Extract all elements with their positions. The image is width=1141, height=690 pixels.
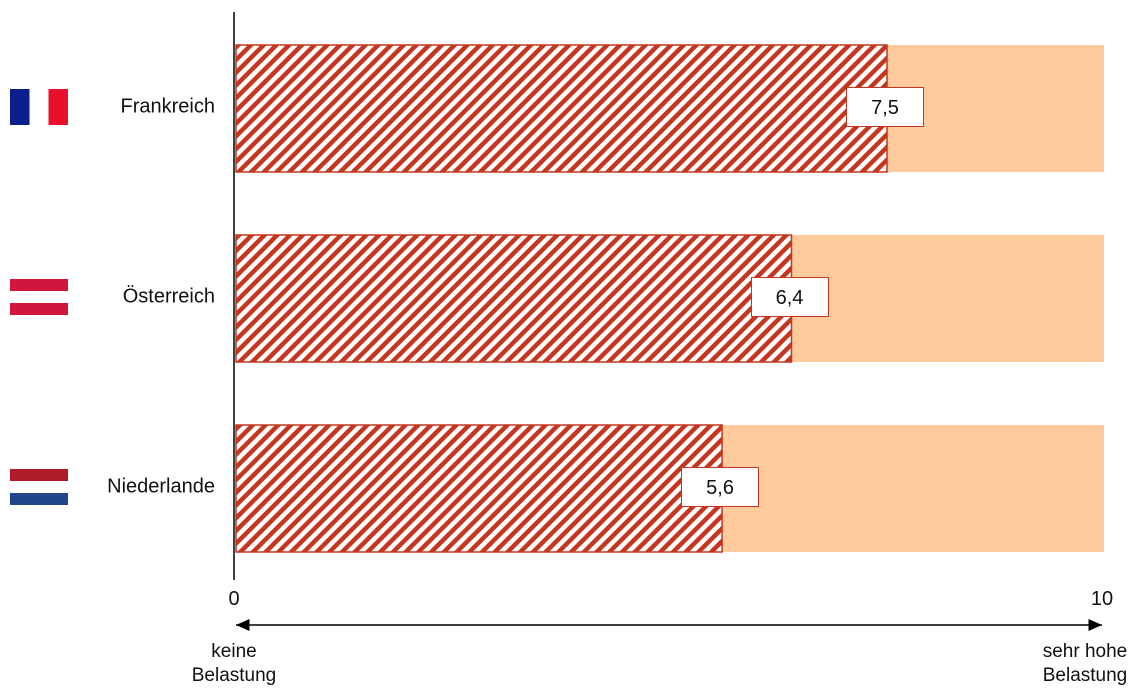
netherlands-flag-icon [10,468,68,505]
value-label: 6,4 [750,276,829,317]
category-label: Österreich [122,285,215,307]
austria-flag-icon [10,278,68,315]
bar-österreich [235,234,793,363]
category-label: Frankreich [120,95,215,117]
category-label: Niederlande [107,475,215,497]
x-tick-label-max: 10 [1090,588,1114,610]
value-label: 5,6 [681,466,760,507]
x-tick-label-min: 0 [228,588,240,610]
scale-min-label: keine Belastung [191,641,277,686]
france-flag-icon [10,88,68,125]
bar-niederlande [235,424,723,553]
scale-max-label: sehr hohe Belastung [1042,641,1128,686]
bar-frankreich [235,44,888,173]
value-label: 7,5 [846,86,924,127]
